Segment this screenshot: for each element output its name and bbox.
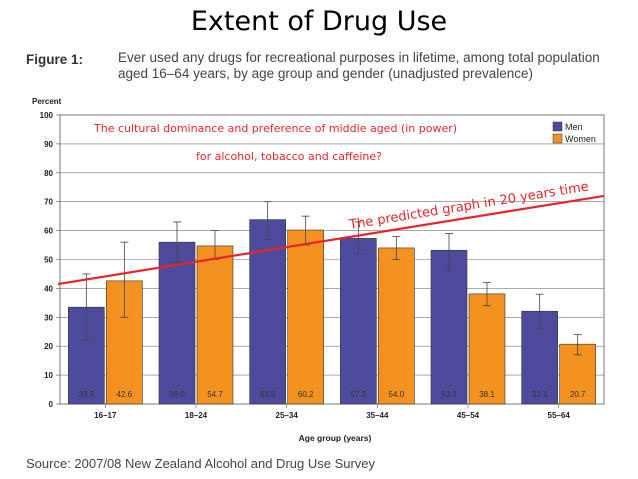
x-tick-label: 35–44 — [366, 411, 389, 420]
data-label: 56.0 — [169, 390, 185, 399]
annotation-note-line1: The cultural dominance and preference of… — [93, 122, 457, 135]
bar-women — [378, 247, 415, 405]
data-label: 32.1 — [532, 390, 548, 399]
slide-title: Extent of Drug Use — [190, 6, 448, 37]
bar-women — [468, 293, 506, 405]
y-tick-label: 40 — [44, 284, 53, 293]
figure-caption: Ever used any drugs for recreational pur… — [118, 50, 600, 81]
data-label: 33.5 — [79, 390, 95, 399]
y-tick-label: 20 — [44, 342, 53, 351]
data-label: 63.8 — [260, 390, 276, 399]
y-tick-label: 0 — [49, 400, 54, 409]
y-tick-label: 100 — [40, 111, 54, 120]
figure-label: Figure 1: — [26, 52, 84, 67]
predicted-trend-line — [57, 194, 605, 286]
y-axis-label: Percent — [32, 97, 62, 106]
x-tick-label: 25–34 — [276, 411, 299, 420]
data-label: 42.6 — [117, 390, 133, 399]
legend-swatch-women — [552, 133, 563, 144]
data-label: 57.3 — [351, 390, 367, 399]
x-axis-label: Age group (years) — [299, 433, 372, 443]
x-tick-label: 45–54 — [457, 411, 480, 420]
bar-men — [340, 238, 377, 405]
data-label: 38.1 — [479, 390, 495, 399]
data-label: 20.7 — [570, 390, 586, 399]
y-tick-label: 80 — [44, 169, 53, 178]
y-tick-label: 60 — [44, 227, 53, 236]
data-label: 60.2 — [298, 390, 314, 399]
legend-label-women: Women — [565, 134, 596, 144]
y-tick-label: 30 — [44, 313, 53, 322]
data-label: 54.7 — [207, 390, 223, 399]
y-tick-label: 50 — [44, 256, 53, 265]
annotation-note-line2: for alcohol, tobacco and caffeine? — [196, 150, 382, 163]
x-tick-label: 55–64 — [548, 411, 571, 420]
legend-label-men: Men — [565, 122, 583, 132]
x-tick-label: 16–17 — [94, 411, 117, 420]
bar-women — [287, 229, 324, 405]
y-tick-label: 10 — [44, 371, 53, 380]
bar-women — [196, 245, 234, 405]
y-tick-label: 70 — [44, 198, 53, 207]
bar-men — [430, 249, 468, 405]
source-note: Source: 2007/08 New Zealand Alcohol and … — [26, 456, 376, 471]
bar-men — [158, 241, 196, 405]
y-tick-label: 90 — [44, 140, 53, 149]
data-label: 53.2 — [441, 390, 457, 399]
x-tick-label: 18–24 — [185, 411, 208, 420]
data-label: 54.0 — [389, 390, 405, 399]
legend-swatch-men — [552, 121, 563, 132]
